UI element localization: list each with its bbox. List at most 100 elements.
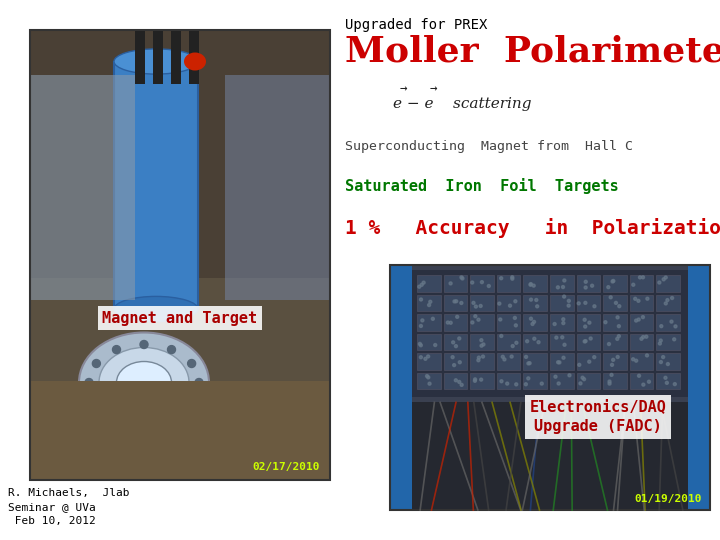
Bar	[412, 270, 688, 397]
Circle shape	[665, 276, 667, 279]
Circle shape	[480, 378, 482, 381]
Circle shape	[195, 379, 203, 387]
Circle shape	[562, 356, 565, 359]
Bar	[603, 334, 627, 350]
Bar	[577, 373, 600, 389]
Circle shape	[460, 301, 463, 305]
Circle shape	[529, 284, 532, 286]
Circle shape	[562, 295, 566, 298]
Bar	[688, 265, 710, 510]
Bar	[30, 30, 330, 480]
Text: 01/19/2010: 01/19/2010	[634, 494, 702, 504]
Circle shape	[477, 356, 480, 359]
Bar	[189, 30, 199, 84]
Circle shape	[527, 377, 530, 380]
Ellipse shape	[99, 348, 189, 417]
Circle shape	[531, 322, 534, 326]
Circle shape	[471, 281, 474, 284]
Circle shape	[537, 341, 540, 344]
Circle shape	[608, 380, 611, 383]
Bar	[497, 334, 521, 350]
Bar	[153, 30, 163, 84]
Circle shape	[608, 342, 611, 346]
Circle shape	[140, 416, 148, 424]
Bar	[417, 334, 441, 350]
Circle shape	[503, 358, 506, 361]
Bar	[30, 30, 330, 480]
Circle shape	[607, 286, 610, 289]
Bar	[30, 75, 135, 300]
Circle shape	[577, 363, 581, 366]
Circle shape	[611, 363, 613, 366]
Bar	[444, 373, 467, 389]
Circle shape	[501, 355, 504, 358]
Circle shape	[458, 361, 462, 364]
Bar	[657, 314, 680, 330]
Circle shape	[608, 382, 611, 385]
Circle shape	[112, 346, 120, 354]
Bar	[523, 294, 547, 311]
Ellipse shape	[79, 333, 209, 433]
Circle shape	[612, 359, 615, 361]
Circle shape	[458, 381, 461, 383]
Bar	[171, 30, 181, 84]
Circle shape	[456, 315, 459, 319]
Circle shape	[427, 355, 430, 358]
Circle shape	[647, 380, 650, 383]
Circle shape	[515, 383, 518, 386]
Circle shape	[609, 296, 612, 299]
Bar	[603, 314, 627, 330]
Bar	[657, 294, 680, 311]
Circle shape	[562, 322, 564, 325]
Circle shape	[420, 284, 423, 286]
Circle shape	[482, 355, 485, 358]
Bar	[630, 353, 654, 370]
Circle shape	[449, 282, 452, 285]
Circle shape	[660, 361, 662, 363]
Bar	[550, 334, 574, 350]
Circle shape	[421, 319, 424, 322]
Bar	[390, 265, 412, 510]
Circle shape	[480, 339, 483, 342]
Circle shape	[616, 316, 619, 319]
Bar	[417, 373, 441, 389]
Bar	[550, 275, 574, 292]
Circle shape	[658, 342, 662, 345]
Circle shape	[662, 278, 665, 281]
Bar	[630, 314, 654, 330]
Bar	[30, 30, 330, 278]
Circle shape	[498, 302, 501, 305]
Circle shape	[664, 376, 667, 379]
Circle shape	[92, 360, 100, 368]
Circle shape	[474, 305, 477, 308]
Bar	[444, 353, 467, 370]
Bar	[497, 373, 521, 389]
Text: 1 %   Accuracy   in  Polarization: 1 % Accuracy in Polarization	[345, 218, 720, 238]
Circle shape	[557, 361, 559, 364]
Bar	[577, 275, 600, 292]
Bar	[470, 373, 494, 389]
Circle shape	[529, 317, 533, 320]
Circle shape	[500, 380, 503, 383]
Circle shape	[514, 300, 517, 303]
Circle shape	[85, 379, 93, 387]
Text: R. Michaels,  Jlab
Seminar @ UVa
 Feb 10, 2012: R. Michaels, Jlab Seminar @ UVa Feb 10, …	[8, 488, 130, 526]
Circle shape	[427, 376, 430, 379]
Circle shape	[431, 318, 434, 320]
Circle shape	[536, 305, 539, 308]
Circle shape	[188, 360, 196, 368]
Text: 02/17/2010: 02/17/2010	[253, 462, 320, 472]
Circle shape	[474, 378, 477, 381]
Circle shape	[505, 382, 509, 385]
Circle shape	[508, 304, 511, 307]
Bar	[417, 294, 441, 311]
Circle shape	[561, 336, 564, 339]
Circle shape	[428, 382, 431, 385]
Circle shape	[418, 342, 421, 346]
Bar	[497, 353, 521, 370]
Circle shape	[666, 299, 669, 302]
Text: Magnet and Target: Magnet and Target	[102, 310, 258, 326]
Text: Moller  Polarimeter: Moller Polarimeter	[345, 34, 720, 68]
Circle shape	[610, 373, 613, 376]
Circle shape	[612, 279, 615, 282]
